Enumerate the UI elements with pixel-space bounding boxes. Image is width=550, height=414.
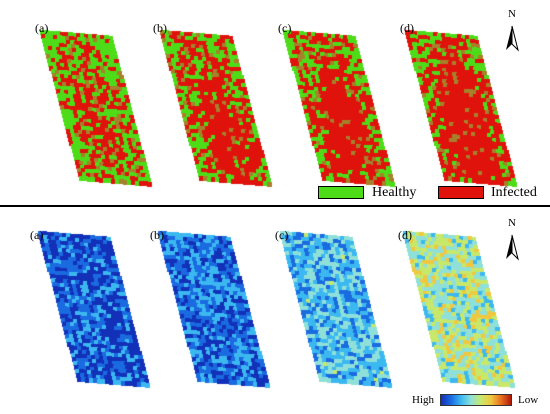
severity-map-panel: (a) (b) (c) (d) N High Low [0, 207, 550, 414]
legend-label-infected: Infected [491, 185, 537, 200]
colorbar-high-label: High [412, 394, 434, 406]
legend-label-healthy: Healthy [372, 185, 417, 200]
infection-map-panel: (a) (b) (c) (d) N Healthy Infected [0, 0, 550, 206]
infection-maps-canvas [0, 0, 550, 206]
map-label-d: (d) [400, 21, 414, 35]
colorbar-low-label: Low [518, 394, 539, 406]
map-label-b: (b) [153, 21, 167, 35]
legend-swatch-infected [438, 186, 484, 199]
colorbar [440, 394, 512, 406]
north-arrow-icon: N [502, 8, 522, 54]
map-label-a: (a) [35, 21, 49, 35]
north-arrow-icon: N [502, 217, 522, 263]
map-label-d: (d) [398, 228, 412, 242]
map-label-b: (b) [150, 228, 164, 242]
legend-swatch-healthy [318, 186, 364, 199]
panel-divider [0, 205, 550, 207]
map-label-c: (c) [278, 21, 292, 35]
severity-maps-canvas [0, 207, 550, 414]
map-label-a: (a) [30, 228, 44, 242]
map-label-c: (c) [275, 228, 289, 242]
